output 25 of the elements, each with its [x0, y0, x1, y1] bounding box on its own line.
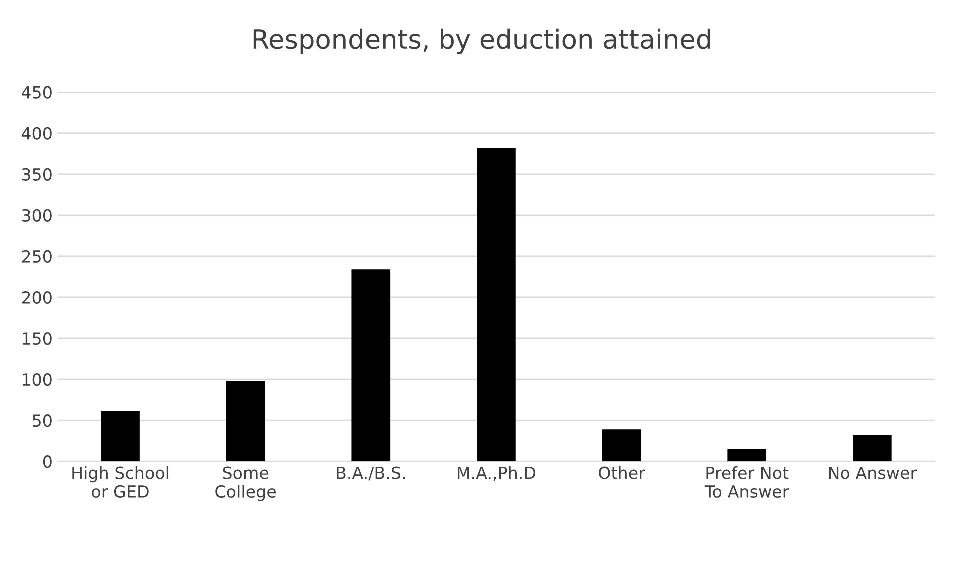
x-tick-label: M.A.,Ph.D — [458, 466, 536, 482]
x-tick-label: Some College — [216, 466, 276, 502]
bar — [477, 148, 516, 462]
y-tick-label: 400 — [22, 127, 52, 140]
y-tick-label: 150 — [22, 332, 52, 346]
y-tick-label: 300 — [22, 209, 52, 222]
y-tick-label: 50 — [33, 414, 52, 428]
y-tick-label: 450 — [22, 86, 52, 99]
bar — [226, 381, 266, 462]
bar — [602, 430, 642, 462]
bar — [728, 449, 767, 462]
y-tick-label: 0 — [43, 456, 52, 468]
y-tick-label: 200 — [22, 291, 52, 304]
y-tick-label: 250 — [22, 250, 52, 264]
x-tick-label: High School or GED — [72, 466, 168, 498]
x-tick-label: B.A./B.S. — [337, 466, 406, 481]
bar — [101, 412, 140, 462]
y-tick-label: 350 — [22, 168, 52, 181]
x-tick-label: No Answer — [829, 466, 918, 480]
y-tick-label: 100 — [22, 374, 52, 386]
chart-title: Respondents, by eduction attained — [254, 28, 710, 54]
bar — [852, 435, 892, 462]
bar — [352, 270, 391, 462]
x-tick-label: Prefer Not To Answer — [704, 466, 790, 498]
x-tick-label: Other — [599, 466, 646, 480]
